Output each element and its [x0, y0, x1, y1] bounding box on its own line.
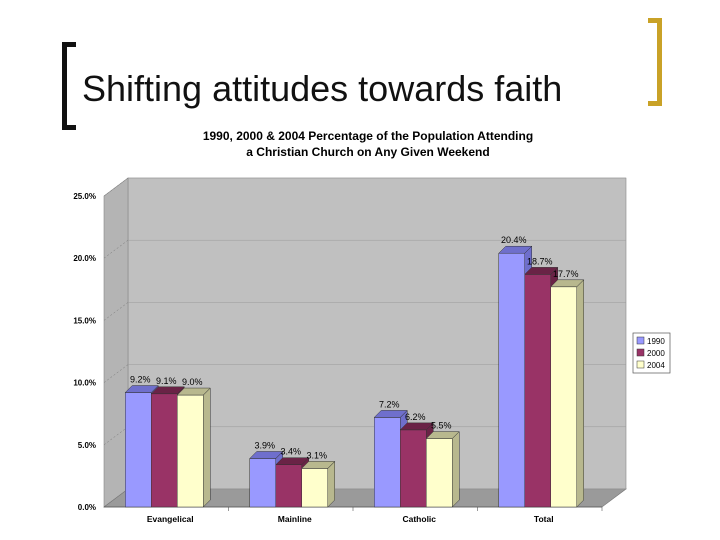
bar-front: [550, 286, 577, 508]
y-tick-label: 15.0%: [73, 316, 96, 325]
data-label: 3.4%: [280, 447, 301, 457]
gridline-side: [103, 239, 129, 259]
title-bracket-left: [62, 42, 76, 130]
bar-side: [576, 279, 584, 508]
category-label: Total: [534, 514, 554, 524]
gridline-side: [103, 488, 129, 508]
bar: [301, 460, 336, 508]
bar-front: [151, 393, 178, 508]
bar-top: [176, 387, 211, 396]
legend-swatch: [636, 348, 645, 357]
chart-title: 1990, 2000 & 2004 Percentage of the Popu…: [203, 129, 533, 159]
y-tick-label: 20.0%: [73, 254, 96, 263]
legend-label: 1990: [647, 337, 665, 346]
bar-front: [249, 458, 276, 508]
data-label: 9.0%: [182, 377, 203, 387]
y-tick-label: 5.0%: [78, 441, 96, 450]
data-label: 9.2%: [130, 375, 151, 385]
bar-top: [550, 279, 585, 288]
bar-front: [524, 274, 551, 508]
category-label: Evangelical: [147, 514, 194, 524]
bar-front: [426, 438, 453, 508]
bar-front: [400, 429, 427, 508]
legend-label: 2000: [647, 349, 665, 358]
gridline-side: [103, 302, 129, 321]
bar-front: [275, 464, 302, 508]
legend-label: 2004: [647, 361, 665, 370]
chart-side-wall: [103, 177, 129, 508]
data-label: 7.2%: [379, 399, 400, 409]
legend-swatch: [636, 360, 645, 369]
data-label: 20.4%: [501, 235, 527, 245]
chart-title-line-1: 1990, 2000 & 2004 Percentage of the Popu…: [203, 129, 533, 143]
category-label: Catholic: [402, 514, 436, 524]
title-bracket-right: [648, 18, 662, 106]
category-label: Mainline: [278, 514, 312, 524]
bar-top: [301, 461, 336, 469]
bar-top: [524, 267, 559, 275]
chart-legend: 1990 2000 2004: [632, 332, 671, 374]
bar-side: [203, 387, 211, 508]
y-tick-label: 25.0%: [73, 192, 96, 201]
slide-title: Shifting attitudes towards faith: [82, 68, 563, 109]
bar: [176, 387, 211, 508]
bar-front: [498, 252, 525, 508]
data-label: 18.7%: [527, 256, 553, 266]
data-label: 6.2%: [405, 412, 426, 422]
bar-top: [275, 457, 310, 465]
bar-top: [498, 245, 533, 254]
y-tick-label: 0.0%: [78, 503, 96, 512]
data-label: 17.7%: [553, 269, 579, 279]
legend-swatch: [636, 336, 645, 345]
bar-front: [374, 417, 401, 508]
bar-top: [249, 451, 284, 459]
data-label: 5.5%: [431, 421, 452, 431]
y-tick-label: 10.0%: [73, 379, 96, 388]
bar-side: [452, 430, 460, 508]
bar: [550, 279, 585, 508]
data-label: 3.9%: [254, 440, 275, 450]
chart-title-line-2: a Christian Church on Any Given Weekend: [246, 145, 489, 159]
gridline-side: [103, 426, 129, 445]
bar-top: [150, 386, 185, 395]
bar-top: [124, 385, 159, 393]
bar: [425, 430, 460, 508]
gridline-side: [103, 364, 129, 383]
bar-front: [177, 394, 204, 508]
bar-front: [125, 392, 152, 508]
data-label: 3.1%: [306, 450, 327, 460]
bar-top: [373, 410, 408, 418]
bar-top: [399, 422, 434, 431]
gridline-side: [103, 177, 129, 197]
data-label: 9.1%: [156, 376, 177, 386]
bar-top: [425, 431, 460, 439]
bar-side: [327, 460, 335, 508]
bar-front: [301, 468, 328, 508]
